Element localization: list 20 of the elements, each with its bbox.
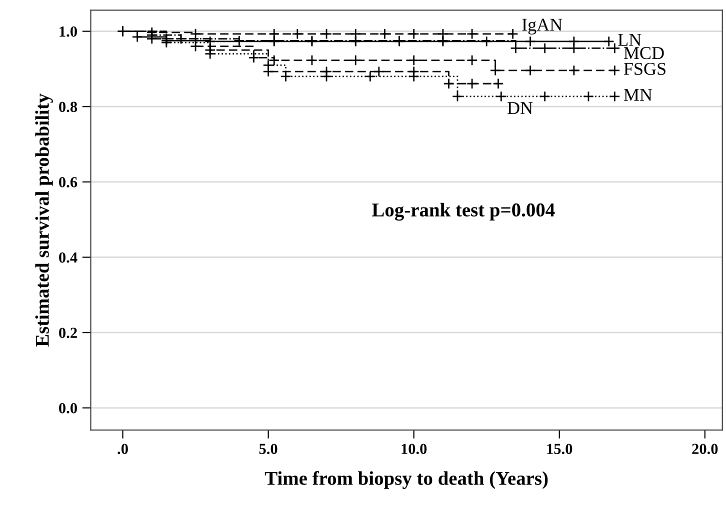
y-tick-label: 0.4 xyxy=(59,252,78,263)
y-tick-label: 0.2 xyxy=(59,328,77,338)
series-label: MCD xyxy=(624,47,664,60)
y-tick-label: 0.6 xyxy=(59,177,78,188)
x-tick-label: 20.0 xyxy=(692,444,718,454)
x-axis-title: Time from biopsy to death (Years) xyxy=(264,471,548,489)
x-tick-label: .0 xyxy=(118,444,128,454)
x-tick-label: 10.0 xyxy=(402,444,427,454)
series-label: LN xyxy=(618,34,642,46)
series-label: MN xyxy=(624,88,652,101)
series-label: DN xyxy=(508,102,533,114)
x-tick-label: 5.0 xyxy=(259,444,278,454)
y-tick-label: 1.0 xyxy=(60,26,77,37)
y-tick-label: 0.0 xyxy=(59,403,77,414)
series-label: IgAN xyxy=(522,18,562,35)
series-label: FSGS xyxy=(624,62,666,75)
annotation: Log-rank test p=0.004 xyxy=(372,202,555,221)
y-tick-label: 0.8 xyxy=(59,102,78,112)
y-axis-title: Estimated survival probability xyxy=(35,94,53,347)
x-tick-label: 15.0 xyxy=(547,444,572,454)
